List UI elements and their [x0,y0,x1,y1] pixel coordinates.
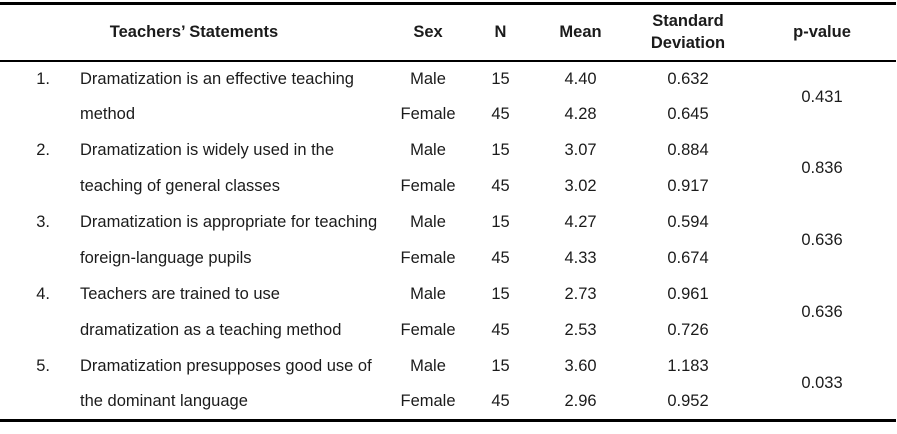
sd-cell: 1.183 [667,357,709,375]
n-cell: 15 [491,141,510,159]
statement-text-line2: method [80,105,136,123]
sd-cell: 0.674 [667,249,709,267]
n-cell: 15 [491,357,510,375]
n-cell: 15 [491,213,510,231]
mean-cell: 3.60 [564,357,597,375]
n-cell: 45 [491,249,510,267]
sex-cell: Female [400,321,456,339]
statement-number: 4. [36,284,50,303]
results-table: Teachers’ Statements Sex N Mean Standard… [0,2,897,422]
sex-cell: Female [400,392,456,411]
statement-text-line2: dramatization as a teaching method [80,321,342,339]
n-cell: 45 [491,321,510,339]
table-row-male: 1. Dramatization is an effective teachin… [0,61,896,106]
table-row-male: 4. Teachers are trained to use Male 15 2… [0,277,896,322]
table-row-female: dramatization as a teaching method Femal… [0,313,896,349]
col-header-standard-deviation: Standard Deviation [628,3,749,62]
table-row-female: method Female 45 4.28 0.645 [0,97,896,133]
col-header-n: N [468,3,534,62]
sex-cell: Male [410,141,446,159]
table-row-female: teaching of general classes Female 45 3.… [0,169,896,205]
sex-cell: Female [400,177,456,195]
n-cell: 45 [491,105,510,123]
mean-cell: 4.28 [564,105,597,123]
mean-cell: 4.40 [564,69,597,88]
statement-number: 3. [36,212,50,231]
sex-cell: Female [400,105,456,123]
statement-text-line2: foreign-language pupils [80,249,252,267]
sd-cell: 0.645 [667,105,709,123]
paper-table-container: Teachers’ Statements Sex N Mean Standard… [0,2,897,422]
mean-cell: 3.02 [564,177,597,195]
p-value-cell: 0.636 [801,303,843,321]
statement-text-line2: teaching of general classes [80,177,280,195]
statement-number: 1. [36,69,50,88]
sex-cell: Male [410,213,446,231]
col-header-sd-line1: Standard [652,11,724,30]
col-header-p-value: p-value [748,3,897,62]
statement-text-line1: Dramatization is appropriate for teachin… [80,213,378,231]
statement-text-line1: Dramatization presupposes good use of [80,357,372,375]
col-header-mean: Mean [533,3,629,62]
table-row-male: 2. Dramatization is widely used in the M… [0,133,896,178]
statement-text-line2: the dominant language [80,392,248,411]
sex-cell: Male [410,357,446,375]
mean-cell: 2.96 [564,392,597,411]
p-value-cell: 0.431 [801,87,843,106]
statement-text-line1: Teachers are trained to use [80,285,280,303]
mean-cell: 2.53 [564,321,597,339]
sex-cell: Female [400,249,456,267]
mean-cell: 4.27 [564,213,597,231]
header-row: Teachers’ Statements Sex N Mean Standard… [0,3,897,62]
statement-text-line1: Dramatization is an effective teaching [80,69,354,88]
sd-cell: 0.884 [667,141,709,159]
n-cell: 15 [491,285,510,303]
sd-cell: 0.961 [667,285,709,303]
sd-cell: 0.632 [667,69,709,88]
p-value-cell: 0.636 [801,231,843,249]
table-row-female: foreign-language pupils Female 45 4.33 0… [0,241,896,277]
table-row-female: the dominant language Female 45 2.96 0.9… [0,385,896,421]
col-header-statements: Teachers’ Statements [0,3,389,62]
n-cell: 15 [491,69,510,88]
sex-cell: Male [410,69,446,88]
col-header-sd-line2: Deviation [650,34,726,53]
statement-number: 2. [36,140,50,159]
statement-number: 5. [36,356,50,375]
n-cell: 45 [491,177,510,195]
sd-cell: 0.726 [667,321,709,339]
p-value-cell: 0.033 [801,374,843,393]
mean-cell: 3.07 [564,141,597,159]
sd-cell: 0.952 [667,392,709,411]
col-header-sex: Sex [388,3,469,62]
sex-cell: Male [410,285,446,303]
mean-cell: 2.73 [564,285,597,303]
sd-cell: 0.594 [667,213,709,231]
table-row-male: 3. Dramatization is appropriate for teac… [0,205,896,250]
mean-cell: 4.33 [564,249,597,267]
statement-text-line1: Dramatization is widely used in the [80,141,335,159]
sd-cell: 0.917 [667,177,709,195]
n-cell: 45 [491,392,510,411]
table-row-male: 5. Dramatization presupposes good use of… [0,349,896,393]
p-value-cell: 0.836 [801,159,843,177]
